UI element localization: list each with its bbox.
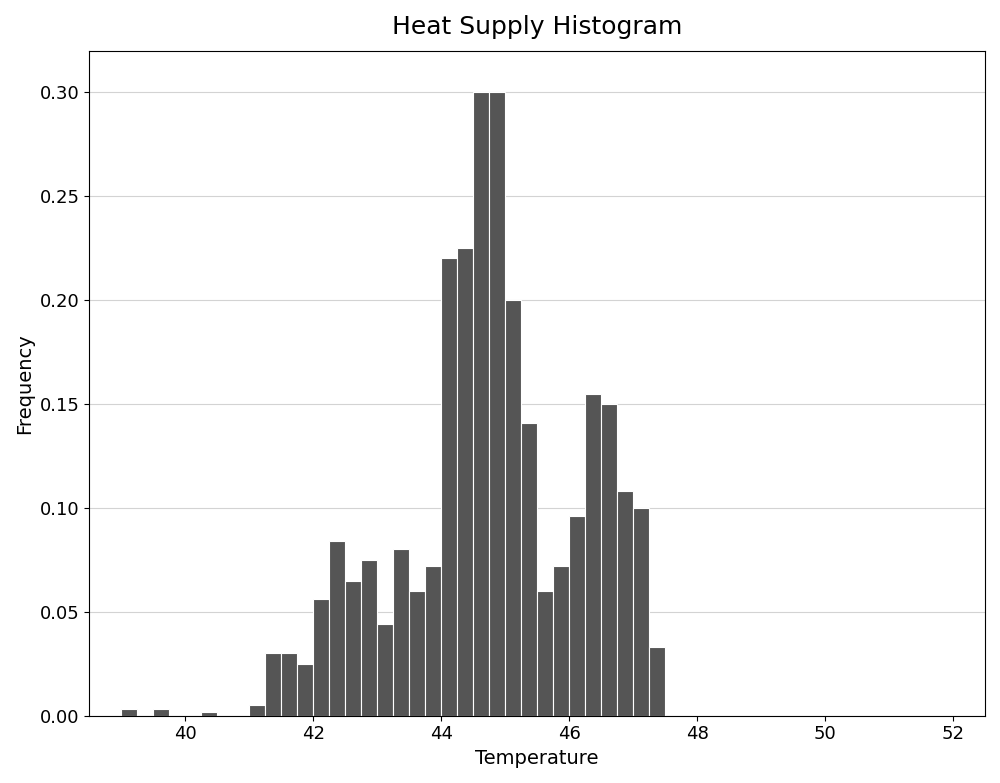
Bar	[553, 566, 569, 716]
Bar	[281, 653, 297, 716]
Bar	[649, 647, 665, 716]
Bar	[521, 423, 537, 716]
Bar	[601, 404, 617, 716]
Bar	[505, 300, 521, 716]
Bar	[249, 705, 265, 716]
Bar	[633, 508, 649, 716]
Bar	[617, 491, 633, 716]
Y-axis label: Frequency: Frequency	[15, 333, 34, 434]
Bar	[585, 394, 601, 716]
Bar	[377, 624, 393, 716]
Bar	[441, 258, 457, 716]
Bar	[569, 516, 585, 716]
Bar	[121, 709, 137, 716]
Bar	[537, 591, 553, 716]
Bar	[329, 541, 345, 716]
Bar	[457, 248, 473, 716]
Bar	[201, 712, 217, 716]
Bar	[489, 92, 505, 716]
Title: Heat Supply Histogram: Heat Supply Histogram	[392, 15, 682, 39]
Bar	[409, 591, 425, 716]
Bar	[393, 550, 409, 716]
Bar	[297, 664, 313, 716]
Bar	[313, 599, 329, 716]
Bar	[265, 653, 281, 716]
Bar	[473, 92, 489, 716]
Bar	[345, 581, 361, 716]
Bar	[425, 566, 441, 716]
Bar	[361, 560, 377, 716]
X-axis label: Temperature: Temperature	[475, 749, 599, 768]
Bar	[153, 709, 169, 716]
